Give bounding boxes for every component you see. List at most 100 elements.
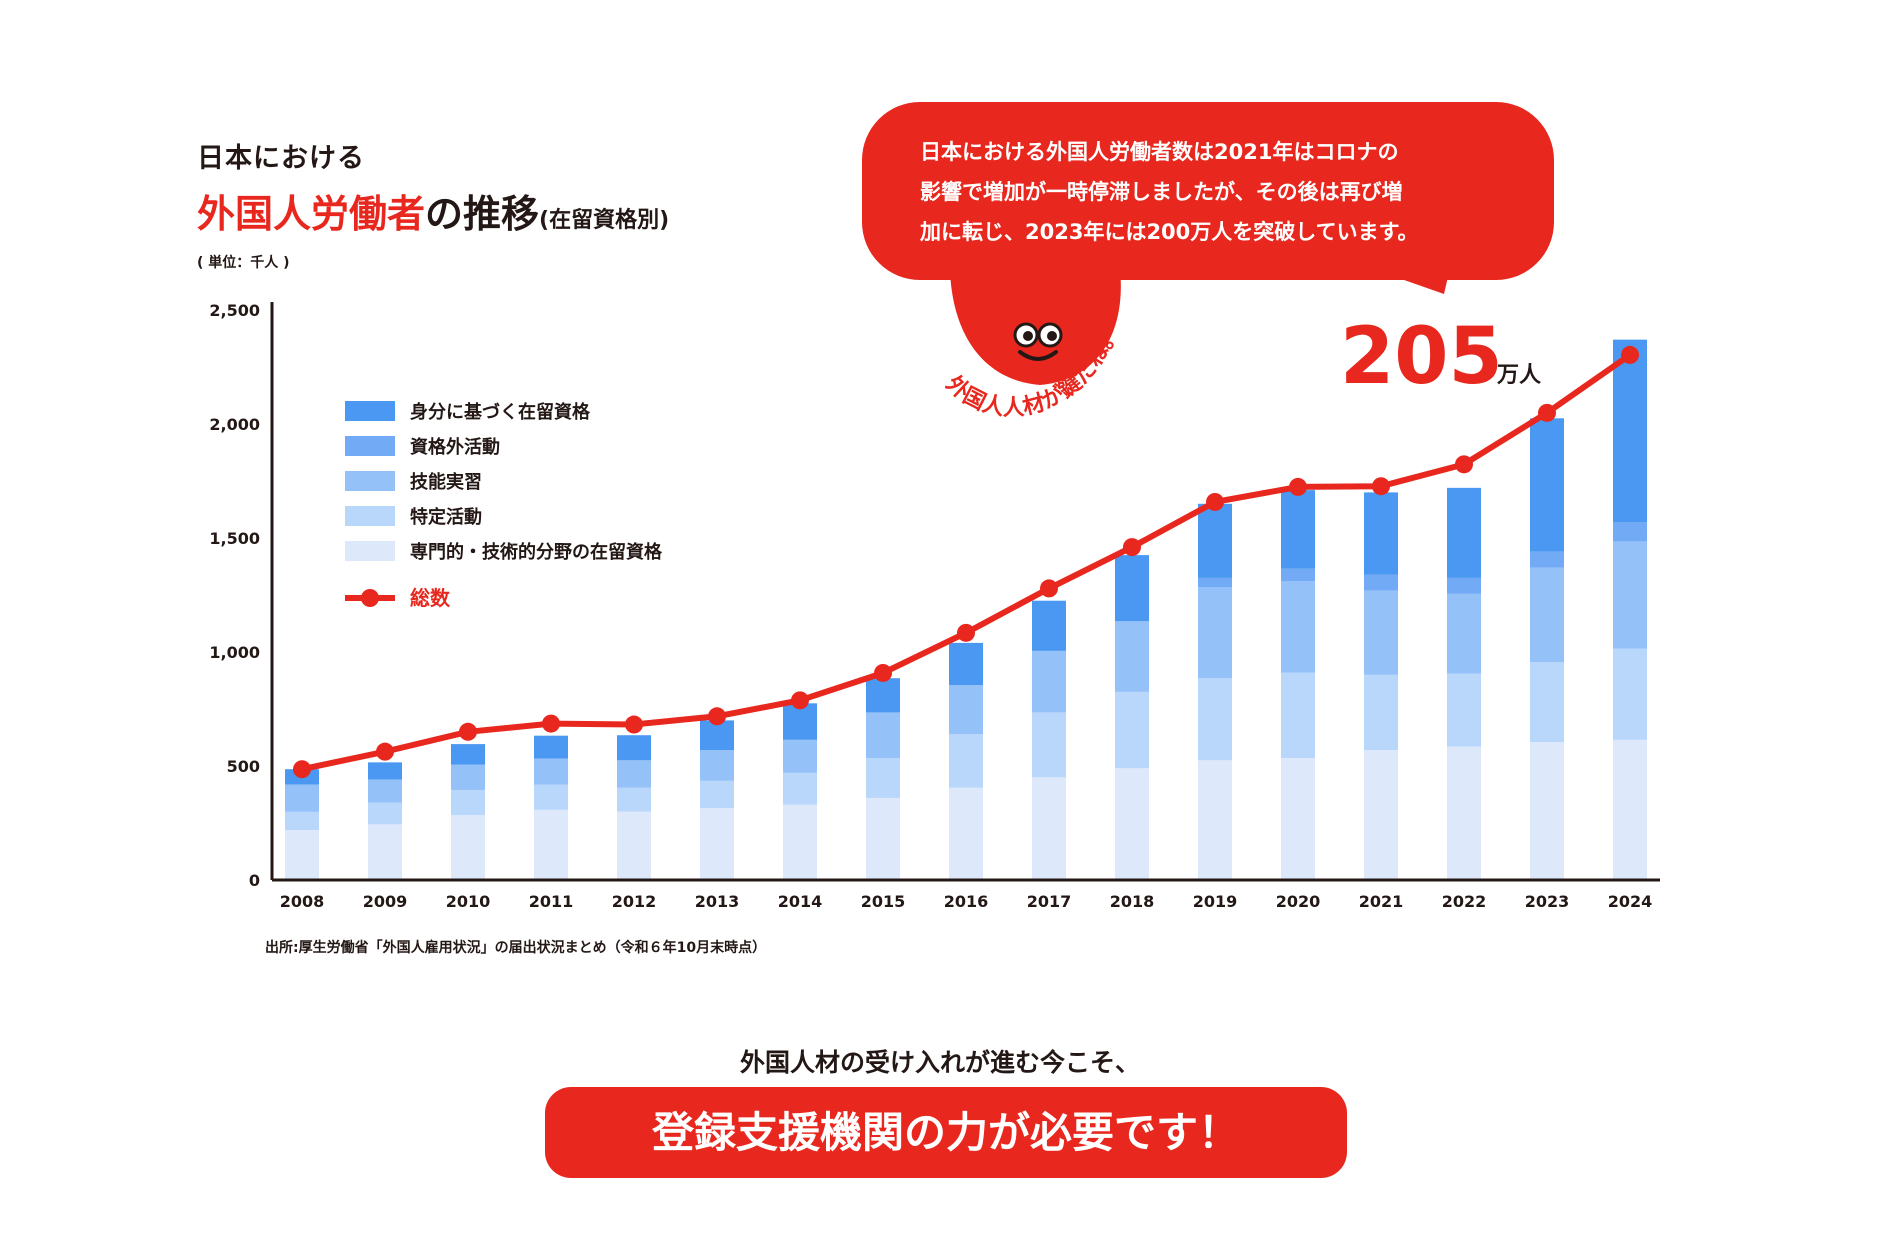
bar-segment xyxy=(285,811,319,831)
bar-segment xyxy=(1115,691,1149,769)
bar-segment xyxy=(1447,673,1481,747)
total-point xyxy=(1206,492,1224,511)
bar-segment xyxy=(1364,750,1398,880)
total-point xyxy=(1040,579,1058,598)
bar-segment xyxy=(700,780,734,809)
legend-label: 専門的・技術的分野の在留資格 xyxy=(410,541,663,563)
x-tick-label: 2023 xyxy=(1525,892,1570,911)
bar-segment xyxy=(1364,492,1398,575)
bar-segment xyxy=(368,779,402,803)
total-point xyxy=(542,714,560,733)
x-tick-label: 2012 xyxy=(612,892,657,911)
bar-segment xyxy=(1115,768,1149,880)
x-tick-label: 2021 xyxy=(1359,892,1404,911)
bar-segment xyxy=(451,744,485,765)
bar-segment xyxy=(1530,551,1564,568)
bar-segment xyxy=(1281,490,1315,569)
legend-swatch xyxy=(345,401,395,421)
bar-segment xyxy=(783,739,817,773)
bar-segment xyxy=(534,735,568,759)
bar-segment xyxy=(1613,648,1647,740)
y-tick-label: 0 xyxy=(249,871,260,890)
x-tick-label: 2017 xyxy=(1027,892,1072,911)
bar-segment xyxy=(866,712,900,759)
unit-label: ( 単位：千人 ) xyxy=(197,255,290,271)
bar-segment xyxy=(949,642,983,686)
x-tick-label: 2013 xyxy=(695,892,740,911)
bar-segment xyxy=(700,750,734,781)
total-point xyxy=(708,707,726,726)
bar-segment xyxy=(534,758,568,785)
x-tick-label: 2019 xyxy=(1193,892,1238,911)
bars-layer xyxy=(285,339,1647,880)
x-tick-label: 2022 xyxy=(1442,892,1487,911)
total-point xyxy=(1289,477,1307,496)
bar-segment xyxy=(285,830,319,880)
bar-segment xyxy=(534,809,568,880)
y-tick-label: 1,500 xyxy=(209,529,260,548)
total-point xyxy=(293,760,311,779)
bar-segment xyxy=(1447,746,1481,880)
x-tick-label: 2024 xyxy=(1608,892,1653,911)
legend-swatch xyxy=(345,541,395,561)
bar-segment xyxy=(1198,503,1232,578)
total-point xyxy=(1372,477,1390,496)
bar-segment xyxy=(1447,487,1481,578)
legend-label: 特定活動 xyxy=(410,506,482,528)
bar-segment xyxy=(700,808,734,880)
total-point xyxy=(791,691,809,710)
bar-segment xyxy=(949,787,983,880)
y-tick-label: 2,500 xyxy=(209,301,260,320)
bar-segment xyxy=(368,762,402,780)
bar-segment xyxy=(1032,600,1066,651)
callout-bubble: 日本における外国人労働者数は2021年はコロナの 影響で増加が一時停滞しましたが… xyxy=(862,102,1554,280)
total-point xyxy=(1538,403,1556,422)
bar-segment xyxy=(534,784,568,810)
bar-segment xyxy=(1281,568,1315,582)
total-point xyxy=(625,715,643,734)
bar-segment xyxy=(1281,758,1315,880)
total-line-layer xyxy=(293,345,1639,779)
legend-label: 資格外活動 xyxy=(410,436,500,458)
bar-segment xyxy=(949,685,983,735)
bar-segment xyxy=(1613,541,1647,649)
bar-segment xyxy=(1198,678,1232,761)
callout-line: 日本における外国人労働者数は2021年はコロナの xyxy=(920,140,1399,164)
x-tick-label: 2014 xyxy=(778,892,823,911)
bar-segment xyxy=(1364,574,1398,591)
chart-title-suffix: の推移 xyxy=(425,192,540,236)
total-point xyxy=(1123,538,1141,557)
legend-swatch xyxy=(345,471,395,491)
bar-segment xyxy=(1198,587,1232,679)
x-tick-label: 2018 xyxy=(1110,892,1155,911)
bar-segment xyxy=(617,811,651,880)
bar-segment xyxy=(700,720,734,751)
bar-segment xyxy=(617,787,651,812)
total-point xyxy=(874,663,892,682)
bar-segment xyxy=(1281,672,1315,759)
chart-title-highlight: 外国人労働者 xyxy=(197,192,426,236)
bar-segment xyxy=(783,772,817,805)
bar-segment xyxy=(1530,567,1564,663)
cta-banner: 登録支援機関の力が必要です！ xyxy=(545,1087,1347,1178)
legend-label: 技能実習 xyxy=(410,471,482,493)
highlight-unit: 万人 xyxy=(1496,363,1541,388)
highlight-value: 205 xyxy=(1340,312,1503,402)
legend-total-marker xyxy=(361,589,379,607)
x-tick-label: 2015 xyxy=(861,892,906,911)
chart-title-line2: 外国人労働者の推移(在留資格別) xyxy=(197,183,669,238)
bar-segment xyxy=(1115,621,1149,692)
total-point xyxy=(1455,455,1473,474)
bar-segment xyxy=(1530,742,1564,880)
bar-segment xyxy=(451,815,485,880)
bar-segment xyxy=(866,797,900,880)
chart-title-line1: 日本における xyxy=(197,143,365,174)
bar-segment xyxy=(1447,577,1481,594)
bar-segment xyxy=(1447,593,1481,674)
y-tick-label: 2,000 xyxy=(209,415,260,434)
bar-segment xyxy=(285,784,319,812)
bar-segment xyxy=(1530,418,1564,552)
bar-segment xyxy=(1032,650,1066,713)
